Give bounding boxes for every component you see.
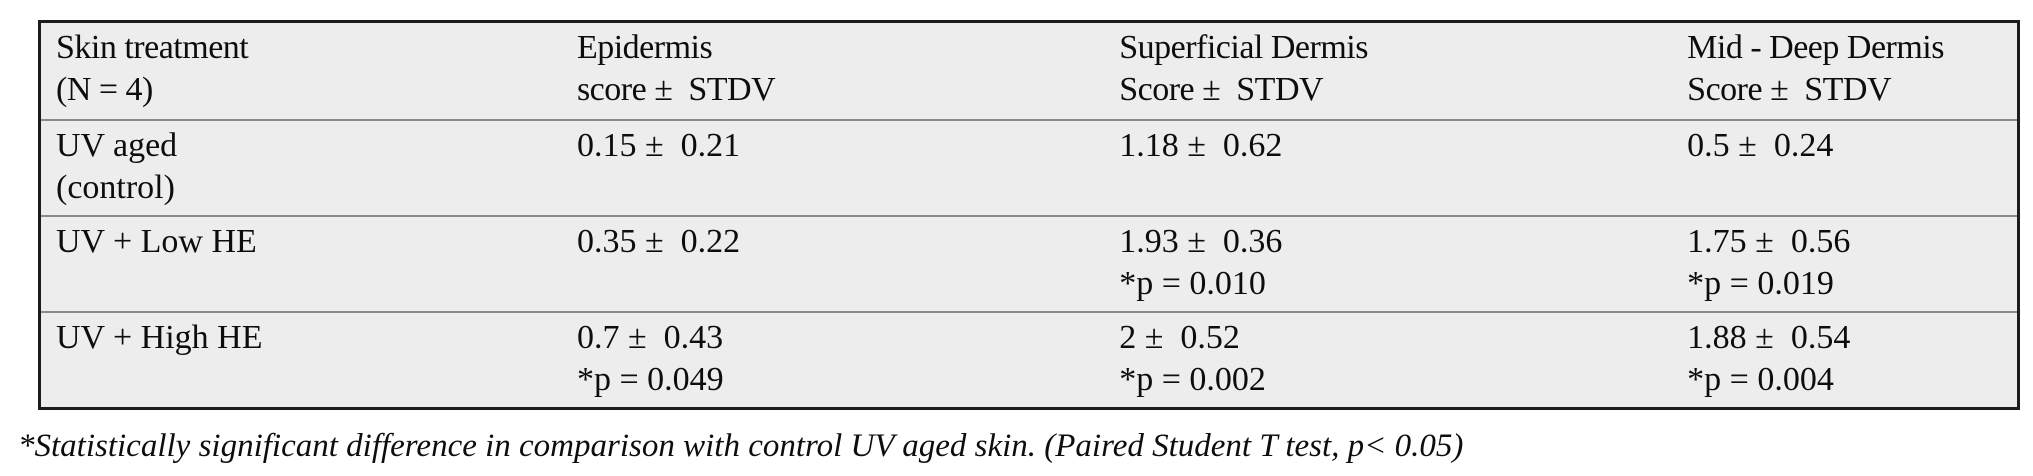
table-row-uv-aged-control: UV aged (control) 0.15 ± 0.21 1.18 ± 0.6…	[39, 119, 2019, 216]
table-row-uv-high-he: UV + High HE 0.7 ± 0.43 *p = 0.049 2 ± 0…	[39, 311, 2019, 409]
cell-treatment: UV + Low HE	[56, 222, 257, 260]
cell-superficial-dermis-score: 1.93 ± 0.36 *p = 0.010	[1119, 222, 1283, 302]
cell-superficial-dermis-score: 2 ± 0.52 *p = 0.002	[1119, 318, 1266, 398]
header-epidermis-score: Epidermis score ± STDV	[576, 29, 776, 108]
table-row-uv-low-he: UV + Low HE 0.35 ± 0.22 1.93 ± 0.36 *p =…	[39, 215, 2019, 312]
cell-mid-deep-dermis-score: 1.75 ± 0.56 *p = 0.019	[1687, 222, 1851, 302]
results-table: Skin treatment (N = 4) Epidermis score ±…	[38, 20, 2020, 410]
cell-treatment: UV aged (control)	[56, 126, 178, 206]
header-superficial-dermis-score: Superficial Dermis Score ± STDV	[1119, 29, 1368, 108]
header-mid-deep-dermis-score: Mid - Deep Dermis Score ± STDV	[1687, 29, 1944, 108]
header-skin-treatment: Skin treatment (N = 4)	[56, 29, 249, 108]
header-row: Skin treatment (N = 4) Epidermis score ±…	[40, 22, 2019, 120]
cell-mid-deep-dermis-score: 0.5 ± 0.24	[1687, 126, 1834, 164]
significance-footnote: *Statistically significant difference in…	[18, 427, 1464, 464]
cell-treatment: UV + High HE	[56, 318, 263, 356]
cell-superficial-dermis-score: 1.18 ± 0.62	[1119, 126, 1283, 164]
cell-epidermis-score: 0.15 ± 0.21	[576, 126, 741, 164]
cell-epidermis-score: 0.35 ± 0.22	[576, 222, 741, 260]
cell-mid-deep-dermis-score: 1.88 ± 0.54 *p = 0.004	[1687, 318, 1851, 398]
cell-epidermis-score: 0.7 ± 0.43 *p = 0.049	[576, 318, 724, 398]
page: Skin treatment (N = 4) Epidermis score ±…	[0, 20, 2033, 476]
